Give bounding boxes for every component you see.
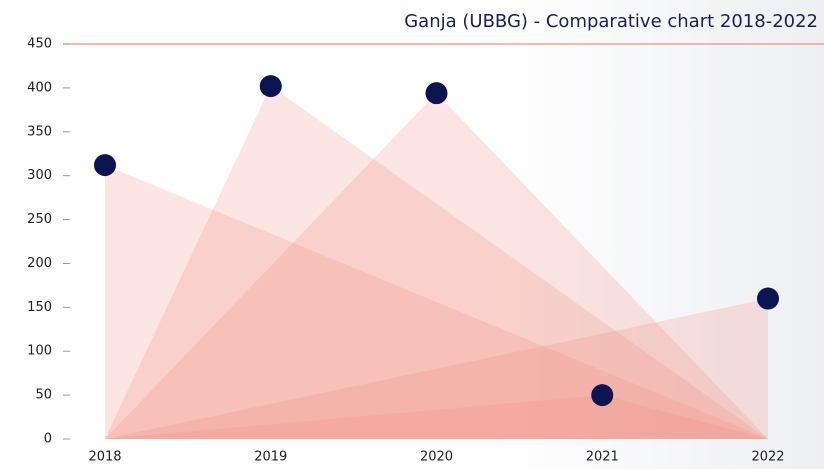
- x-tick-label: 2020: [420, 450, 453, 465]
- point: [259, 75, 282, 98]
- point: [591, 384, 614, 407]
- x-tick-label: 2022: [751, 450, 784, 465]
- y-tick-label: 200: [27, 256, 52, 271]
- y-tick-label: 250: [27, 212, 52, 227]
- triangle: [105, 86, 768, 439]
- chart-title: Ganja (UBBG) - Comparative chart 2018-20…: [404, 11, 818, 32]
- y-tick-label: 100: [27, 344, 52, 359]
- triangle: [105, 93, 768, 440]
- x-tick-label: 2019: [254, 450, 287, 465]
- point: [94, 154, 116, 177]
- y-tick-label: 150: [27, 300, 52, 315]
- y-tick-label: 450: [27, 37, 52, 52]
- y-tick-label: 0: [44, 432, 52, 447]
- y-tick-label: 300: [27, 168, 52, 183]
- point: [757, 287, 779, 310]
- y-tick-label: 400: [27, 80, 52, 95]
- x-tick-label: 2018: [88, 450, 121, 465]
- y-tick-label: 50: [35, 388, 52, 403]
- x-tick-label: 2021: [586, 450, 619, 465]
- y-tick-label: 350: [27, 124, 52, 139]
- triangle: [105, 165, 768, 439]
- point: [425, 82, 448, 105]
